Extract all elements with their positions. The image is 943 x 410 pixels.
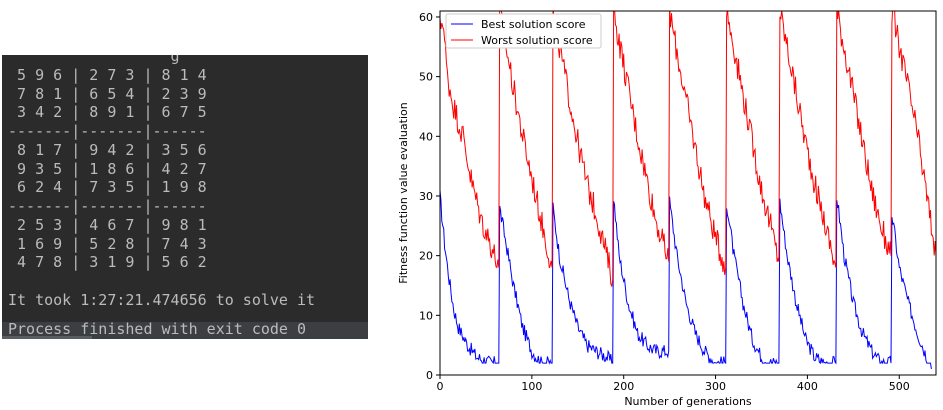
x-tick-label: 0: [437, 380, 444, 393]
console-panel: g 5 9 6 | 2 7 3 | 8 1 4 7 8 1 | 6 5 4 | …: [2, 55, 368, 339]
legend-box: [445, 13, 602, 49]
x-axis-label: Number of generations: [624, 395, 752, 408]
plot-frame: [439, 10, 937, 376]
y-tick-label: 30: [419, 190, 433, 203]
y-tick-label: 20: [419, 250, 433, 263]
y-tick-label: 50: [419, 71, 433, 84]
legend-label: Best solution score: [481, 18, 586, 31]
x-tick-label: 400: [797, 380, 818, 393]
exit-message: Process finished with exit code 0: [8, 320, 307, 338]
fitness-chart: 0 100 200 300 400 500 0 10 20 30 40 50 60 Number of …: [397, 10, 937, 408]
legend-label: Worst solution score: [481, 34, 593, 47]
legend: Best solution score Worst solution score: [445, 13, 602, 49]
y-tick-label: 40: [419, 130, 433, 143]
y-tick-label: 0: [426, 369, 433, 382]
y-tick-label: 10: [419, 309, 433, 322]
horizontal-scrollbar[interactable]: [2, 336, 92, 339]
x-tick-label: 300: [705, 380, 726, 393]
x-tick-label: 100: [521, 380, 542, 393]
y-tick-label: 60: [419, 11, 433, 24]
console-output: g 5 9 6 | 2 7 3 | 8 1 4 7 8 1 | 6 5 4 | …: [8, 55, 316, 309]
series-layer: [440, 11, 936, 370]
series-line-worst: [440, 11, 936, 288]
exit-message-row: [2, 322, 368, 339]
y-axis-label: Fitness function value evaluation: [397, 102, 410, 283]
series-line-best: [440, 190, 932, 370]
x-tick-label: 200: [613, 380, 634, 393]
x-tick-label: 500: [889, 380, 910, 393]
axis-ticks: 0 100 200 300 400 500 0 10 20 30 40 50 60: [419, 11, 910, 393]
